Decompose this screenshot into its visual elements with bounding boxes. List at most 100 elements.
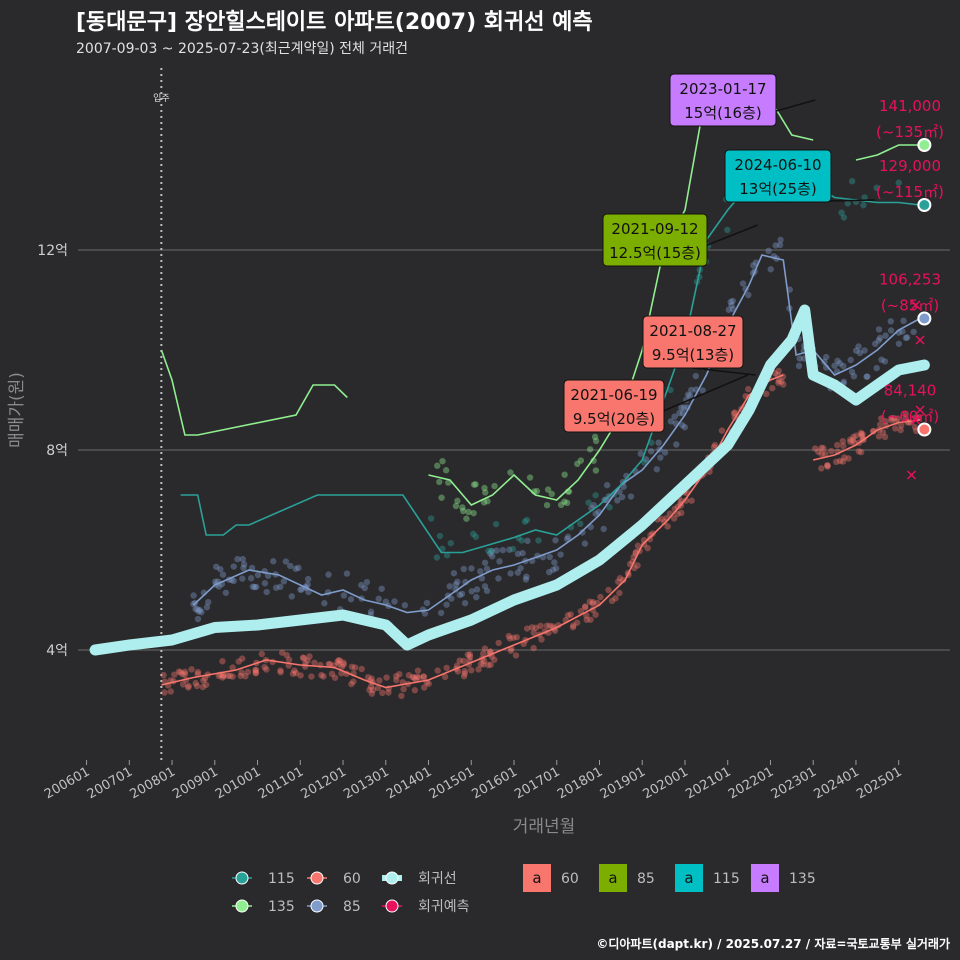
scatter-point-85 <box>340 592 348 599</box>
scatter-point-115 <box>427 515 435 522</box>
scatter-point-135 <box>533 487 541 495</box>
scatter-point-115 <box>488 547 495 555</box>
scatter-point-85 <box>603 481 611 489</box>
scatter-point-85 <box>680 404 688 411</box>
scatter-point-60 <box>664 523 671 530</box>
scatter-point-60 <box>677 500 684 507</box>
scatter-point-60 <box>530 644 537 652</box>
scatter-point-60 <box>581 604 589 611</box>
series-line-135 <box>160 349 348 436</box>
scatter-point-85 <box>292 565 299 572</box>
scatter-point-60 <box>366 686 373 694</box>
x-tick-label: 202401 <box>811 764 861 802</box>
series-line-60-recent <box>813 419 921 461</box>
scatter-point-85 <box>688 386 695 394</box>
scatter-point-60 <box>297 672 304 679</box>
legend-key-label: 60 <box>561 871 579 887</box>
scatter-point-60 <box>780 381 787 388</box>
scatter-point-85 <box>655 439 662 446</box>
scatter-point-85 <box>194 615 202 623</box>
scatter-point-85 <box>454 578 461 585</box>
scatter-point-60 <box>181 670 189 678</box>
scatter-point-60 <box>200 677 207 684</box>
legend-marker <box>385 871 399 885</box>
scatter-point-85 <box>239 575 246 582</box>
chart-subtitle: 2007-09-03 ~ 2025-07-23(최근계약일) 전체 거래건 <box>76 41 408 57</box>
scatter-point-60 <box>528 624 536 631</box>
scatter-point-60 <box>615 578 622 585</box>
scatter-point-60 <box>833 458 840 466</box>
scatter-point-60 <box>824 462 831 469</box>
scatter-point-85 <box>642 456 650 463</box>
scatter-point-135 <box>436 478 443 486</box>
scatter-point-60 <box>335 657 342 664</box>
scatter-point-60 <box>335 660 342 667</box>
scatter-point-135 <box>454 497 461 505</box>
scatter-point-60 <box>589 600 596 607</box>
scatter-point-60 <box>289 670 297 677</box>
x-tick-label: 201301 <box>341 764 391 802</box>
x-tick-label: 201701 <box>512 764 562 802</box>
x-tick-label: 202001 <box>640 764 690 802</box>
scatter-point-60 <box>820 445 827 452</box>
scatter-point-60 <box>718 427 726 434</box>
scatter-point-85 <box>295 564 302 572</box>
scatter-point-60 <box>577 608 585 615</box>
scatter-point-85 <box>514 569 522 576</box>
scatter-point-60 <box>292 669 300 677</box>
scatter-point-60 <box>239 655 246 662</box>
scatter-point-85 <box>679 421 686 429</box>
scatter-point-60 <box>185 682 192 690</box>
scatter-point-85 <box>725 306 732 313</box>
prediction-area: (~60㎡) <box>881 408 939 426</box>
scatter-point-85 <box>478 575 486 582</box>
scatter-point-85 <box>522 576 530 583</box>
scatter-point-85 <box>657 454 664 461</box>
legend-label: 회귀예측 <box>418 899 470 915</box>
x-tick-label: 201501 <box>427 764 477 802</box>
scatter-point-60 <box>460 657 467 665</box>
scatter-point-60 <box>326 660 334 668</box>
scatter-point-115 <box>848 177 856 185</box>
scatter-point-60 <box>612 595 619 602</box>
scatter-point-85 <box>468 565 475 572</box>
scatter-point-60 <box>778 378 785 385</box>
scatter-point-135 <box>460 507 467 515</box>
scatter-point-60 <box>857 448 865 456</box>
prediction-cross <box>911 300 921 310</box>
scatter-point-85 <box>549 566 557 573</box>
scatter-point-85 <box>249 583 257 590</box>
scatter-point-60 <box>581 603 589 610</box>
scatter-point-60 <box>185 684 192 691</box>
scatter-point-60 <box>583 612 590 619</box>
legend-label: 회귀선 <box>418 871 457 887</box>
scatter-point-60 <box>229 664 236 671</box>
scatter-point-60 <box>537 622 544 630</box>
source-caption: ©디아파트(dapt.kr) / 2025.07.27 / 자료=국토교통부 실… <box>596 937 950 951</box>
scatter-point-135 <box>465 508 472 516</box>
prediction-value: 129,000 <box>879 157 941 175</box>
scatter-point-85 <box>546 553 553 561</box>
scatter-point-85 <box>729 297 737 305</box>
scatter-point-60 <box>340 661 347 668</box>
scatter-point-85 <box>298 586 305 593</box>
scatter-point-60 <box>775 377 783 384</box>
scatter-point-85 <box>190 592 197 599</box>
prediction-cross <box>906 470 917 480</box>
scatter-point-85 <box>524 537 531 545</box>
scatter-point-135 <box>434 462 441 469</box>
scatter-point-85 <box>361 584 368 592</box>
scatter-point-60 <box>277 668 284 676</box>
scatter-point-60 <box>466 651 474 658</box>
chart-title: [동대문구] 장안힐스테이트 아파트(2007) 회귀선 예측 <box>76 10 593 35</box>
annotation-box <box>602 213 708 267</box>
scatter-point-85 <box>261 580 269 587</box>
scatter-point-85 <box>767 266 774 273</box>
scatter-point-60 <box>398 692 405 700</box>
scatter-point-60 <box>890 414 897 422</box>
x-tick-label: 201001 <box>213 764 263 802</box>
scatter-point-60 <box>661 518 668 526</box>
annotation-price: 13억(25층) <box>739 180 816 198</box>
scatter-point-60 <box>583 616 590 623</box>
scatter-point-85 <box>727 298 734 306</box>
